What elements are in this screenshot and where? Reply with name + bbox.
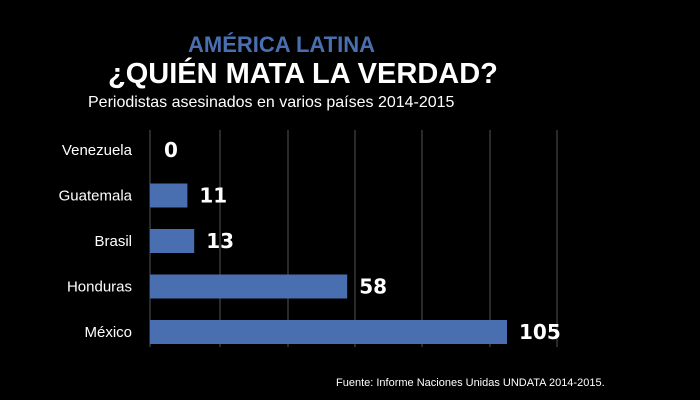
bar [150,183,188,208]
value-label: 105 [519,320,561,344]
category-label: Venezuela [62,142,133,159]
value-label: 0 [164,138,178,162]
source-note: Fuente: Informe Naciones Unidas UNDATA 2… [336,377,605,389]
value-label: 11 [199,184,227,208]
bars [150,183,507,344]
category-label: México [84,324,132,341]
chart-title: ¿QUIÉN MATA LA VERDAD? [108,58,498,90]
category-label: Honduras [67,279,132,296]
chart-kicker: AMÉRICA LATINA [188,32,375,57]
value-labels: 0 11 13 58 105 [164,138,561,344]
value-label: 13 [206,229,234,253]
bar [150,274,348,299]
chart-subtitle: Periodistas asesinados en varios países … [88,94,455,111]
category-label: Guatemala [59,188,133,205]
bar [150,320,507,344]
category-label: Brasil [94,233,132,250]
value-label: 58 [359,275,387,299]
grid-lines [149,130,558,347]
category-labels: Venezuela Guatemala Brasil Honduras México [59,142,133,341]
bar [150,229,195,253]
